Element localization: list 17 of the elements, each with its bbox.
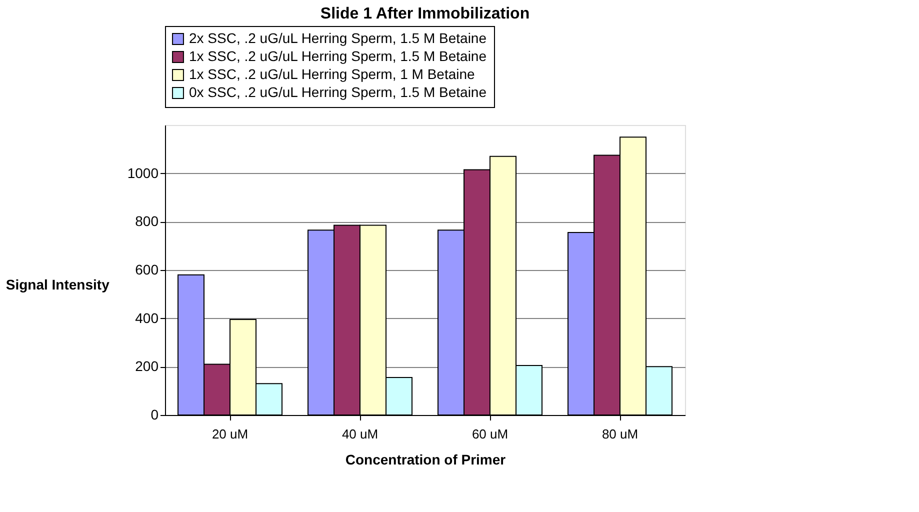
- x-tick-label: 20 uM: [212, 426, 248, 442]
- x-tick-label: 40 uM: [342, 426, 378, 442]
- y-tick-label: 600: [135, 262, 159, 278]
- legend-label: 1x SSC, .2 uG/uL Herring Sperm, 1 M Betaine: [189, 66, 476, 82]
- legend-label: 2x SSC, .2 uG/uL Herring Sperm, 1.5 M Betaine: [189, 30, 487, 46]
- y-tick-label: 800: [135, 213, 159, 230]
- y-tick-label: 1000: [127, 164, 159, 181]
- y-tick-label: 200: [135, 358, 159, 374]
- y-tick-label: 400: [135, 310, 159, 326]
- legend-label: 1x SSC, .2 uG/uL Herring Sperm, 1.5 M Betaine: [189, 48, 487, 64]
- x-tick-label: 80 uM: [602, 426, 638, 442]
- x-tick-label: 60 uM: [472, 426, 508, 442]
- y-tick-label: 0: [150, 406, 159, 422]
- x-axis-title: Concentration of Primer: [345, 452, 506, 468]
- chart-title: Slide 1 After Immobilization: [320, 6, 530, 22]
- y-axis-title: Signal Intensity: [6, 276, 110, 292]
- legend-label: 0x SSC, .2 uG/uL Herring Sperm, 1.5 M Betaine: [189, 84, 487, 100]
